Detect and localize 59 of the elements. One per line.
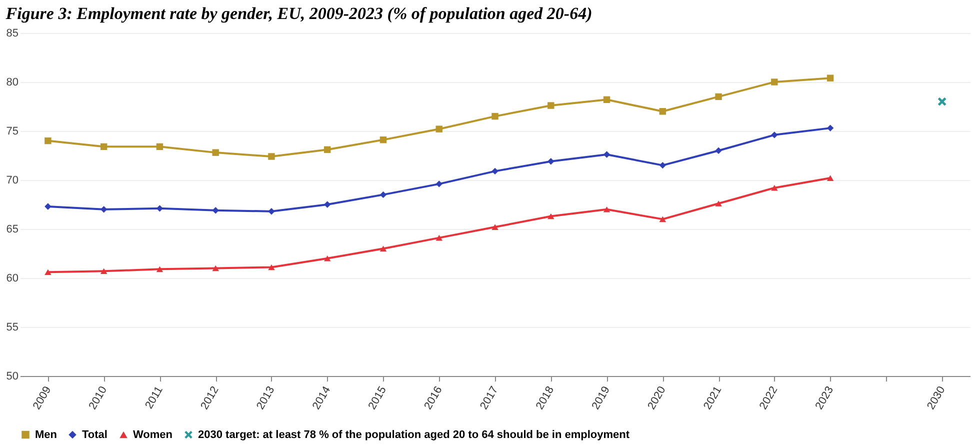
point: [436, 234, 442, 241]
point: [771, 132, 778, 138]
y-tick-label: 55: [6, 322, 18, 334]
point: [380, 136, 387, 144]
point: [156, 143, 164, 150]
point: [715, 200, 722, 206]
point: [826, 74, 834, 82]
legend-label: Total: [82, 428, 108, 441]
point: [324, 201, 331, 208]
point: [436, 126, 442, 132]
point: [268, 264, 275, 270]
y-tick-label: 85: [6, 28, 18, 40]
y-tick-label: 70: [6, 174, 18, 186]
point: [212, 149, 219, 156]
point: [44, 203, 52, 210]
point: [771, 78, 778, 86]
chart-title: Figure 3: Employment rate by gender, EU, 2009-2023 (% of population aged 20-64): [4, 4, 592, 23]
point: [492, 224, 498, 230]
y-tick-label: 80: [6, 76, 18, 88]
point: [492, 168, 498, 175]
point: [548, 102, 554, 109]
point: [268, 153, 275, 160]
legend-label: Men: [35, 428, 58, 441]
point: [156, 205, 164, 212]
point: [603, 206, 610, 212]
point: [100, 143, 108, 150]
y-tick-label: 65: [6, 224, 18, 236]
point: [212, 207, 219, 214]
point: [659, 108, 666, 115]
legend-label: Women: [133, 428, 173, 441]
point: [212, 265, 219, 272]
point: [826, 175, 834, 181]
point: [938, 97, 946, 106]
point: [548, 213, 554, 220]
point: [268, 208, 275, 215]
point: [492, 112, 498, 120]
y-tick-label: 50: [6, 370, 18, 382]
point: [380, 246, 387, 252]
point: [380, 191, 387, 198]
point: [826, 124, 834, 132]
point: [156, 266, 164, 272]
point: [100, 206, 108, 213]
point: [100, 268, 108, 274]
point: [324, 255, 331, 262]
point: [44, 269, 52, 276]
point: [715, 93, 722, 100]
point: [436, 180, 442, 188]
point: [771, 184, 778, 191]
point: [659, 216, 666, 222]
point: [603, 151, 610, 158]
point: [548, 158, 554, 165]
legend-label: 2030 target: at least 78 % of the population aged 20 to 64 should be in employment: [198, 428, 630, 441]
y-tick-label: 75: [6, 126, 18, 138]
y-tick-label: 60: [6, 272, 18, 284]
point: [715, 147, 722, 154]
point: [44, 137, 52, 144]
point: [324, 146, 331, 153]
point: [659, 162, 666, 169]
point: [603, 96, 610, 103]
